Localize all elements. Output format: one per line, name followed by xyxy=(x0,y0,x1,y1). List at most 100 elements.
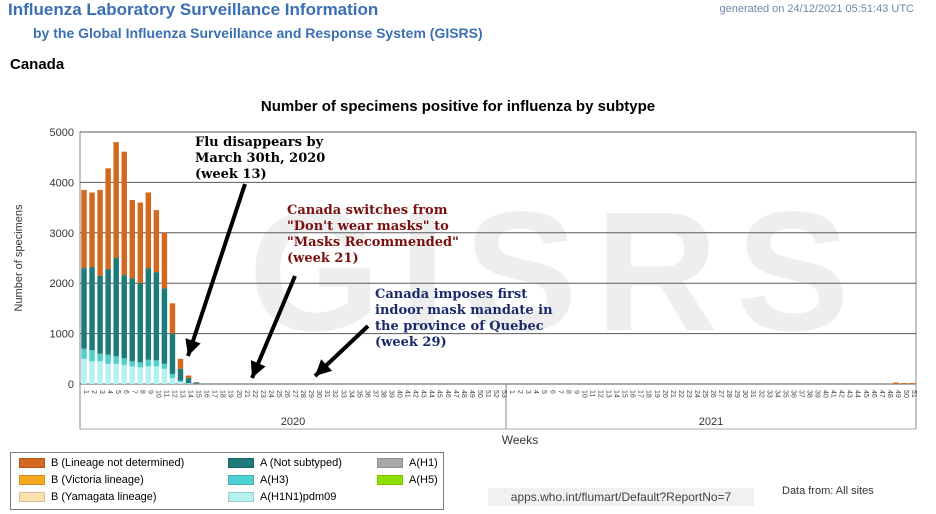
x-tick-label: 44 xyxy=(428,390,435,398)
x-tick-label: 47 xyxy=(878,390,885,398)
bar-segment xyxy=(909,382,915,384)
x-tick-label: 28 xyxy=(725,390,732,398)
annotation-text: "Don't wear masks" to xyxy=(287,219,449,234)
x-tick-label: 43 xyxy=(846,390,853,398)
x-tick-label: 7 xyxy=(556,390,563,394)
y-axis-label: Number of specimens xyxy=(13,204,25,311)
bar-segment xyxy=(137,362,144,368)
bar-segment xyxy=(121,364,127,384)
x-tick-label: 47 xyxy=(452,390,459,398)
legend-item: B (Victoria lineage) xyxy=(19,474,144,486)
annotation-text: March 30th, 2020 xyxy=(195,151,325,166)
chart-legend: B (Lineage not determined) A (Not subtype… xyxy=(10,452,444,510)
bar-segment xyxy=(153,366,160,384)
source-url[interactable]: apps.who.int/flumart/Default?ReportNo=7 xyxy=(488,488,754,506)
x-tick-label: 50 xyxy=(902,390,909,398)
x-tick-label: 10 xyxy=(580,390,587,398)
bar-segment xyxy=(185,378,192,384)
legend-swatch xyxy=(228,492,254,502)
x-tick-label: 16 xyxy=(629,390,636,398)
x-tick-label: 27 xyxy=(717,390,724,398)
generated-timestamp: generated on 24/12/2021 05:51:43 UTC xyxy=(719,3,914,15)
legend-label: A(H1) xyxy=(409,457,438,469)
x-tick-label: 30 xyxy=(315,390,322,398)
x-tick-label: 46 xyxy=(870,390,877,398)
x-tick-label: 14 xyxy=(187,390,194,398)
bar-segment xyxy=(121,275,127,359)
bar-segment xyxy=(161,288,168,364)
bar-segment xyxy=(177,368,184,381)
legend-swatch xyxy=(19,475,45,485)
bar-segment xyxy=(185,383,192,384)
country-name: Canada xyxy=(10,56,65,73)
report-subtitle: by the Global Influenza Surveillance and… xyxy=(33,25,483,41)
bar-segment xyxy=(145,192,152,269)
bar-segment xyxy=(161,363,168,369)
bar-segment xyxy=(129,200,135,279)
x-tick-label: 51 xyxy=(910,390,917,398)
bar-segment xyxy=(81,268,87,349)
annotation-text: Flu disappears by xyxy=(195,135,324,150)
x-tick-label: 46 xyxy=(444,390,451,398)
bar-segment xyxy=(105,354,111,364)
bar-segment xyxy=(169,377,176,384)
x-tick-label: 40 xyxy=(822,390,829,398)
x-tick-label: 12 xyxy=(170,390,177,398)
x-tick-label: 35 xyxy=(355,390,362,398)
bar-segment xyxy=(161,232,168,289)
legend-item: A(H3) xyxy=(228,474,289,486)
bar-segment xyxy=(177,381,184,384)
x-tick-label: 49 xyxy=(468,390,475,398)
x-tick-label: 38 xyxy=(379,390,386,398)
x-tick-label: 8 xyxy=(564,390,571,394)
x-tick-label: 18 xyxy=(645,390,652,398)
x-tick-label: 10 xyxy=(154,390,161,398)
bar-segment xyxy=(145,268,152,360)
bar-segment xyxy=(129,361,135,367)
legend-swatch xyxy=(19,458,45,468)
x-tick-label: 27 xyxy=(291,390,298,398)
y-tick-label: 5000 xyxy=(50,127,74,139)
bar-segment xyxy=(97,189,103,276)
legend-item: B (Lineage not determined) xyxy=(19,457,184,469)
x-tick-label: 17 xyxy=(211,390,218,398)
legend-item: A(H5) xyxy=(377,474,438,486)
x-tick-label: 31 xyxy=(323,390,330,398)
x-tick-label: 34 xyxy=(347,390,354,398)
x-tick-label: 31 xyxy=(749,390,756,398)
x-tick-label: 25 xyxy=(701,390,708,398)
x-tick-label: 29 xyxy=(733,390,740,398)
legend-label: B (Lineage not determined) xyxy=(51,457,185,469)
x-tick-label: 19 xyxy=(227,390,234,398)
report-title: Influenza Laboratory Surveillance Inform… xyxy=(8,0,379,19)
bar-segment xyxy=(113,356,119,364)
x-tick-label: 26 xyxy=(709,390,716,398)
x-tick-label: 33 xyxy=(765,390,772,398)
x-tick-label: 5 xyxy=(114,390,121,394)
bar-segment xyxy=(89,192,95,268)
legend-item: A(H1) xyxy=(377,457,438,469)
x-tick-label: 26 xyxy=(283,390,290,398)
legend-label: B (Yamagata lineage) xyxy=(51,491,157,503)
bar-segment xyxy=(169,373,176,378)
bar-segment xyxy=(81,189,87,269)
x-tick-label: 11 xyxy=(588,390,595,397)
x-tick-label: 29 xyxy=(307,390,314,398)
chart-title: Number of specimens positive for influen… xyxy=(261,98,655,115)
bar-segment xyxy=(129,278,135,362)
x-tick-label: 6 xyxy=(548,390,555,394)
x-tick-label: 39 xyxy=(814,390,821,398)
legend-item: A (Not subtyped) xyxy=(228,457,342,469)
x-tick-label: 21 xyxy=(669,390,676,398)
x-tick-label: 5 xyxy=(540,390,547,394)
x-tick-label: 12 xyxy=(596,390,603,398)
x-tick-label: 42 xyxy=(838,390,845,398)
x-tick-label: 23 xyxy=(685,390,692,398)
x-tick-label: 1 xyxy=(508,390,515,394)
x-tick-label: 36 xyxy=(789,390,796,398)
x-tick-label: 20 xyxy=(661,390,668,398)
x-tick-label: 50 xyxy=(476,390,483,398)
x-tick-label: 8 xyxy=(138,390,145,394)
bar-segment xyxy=(893,382,899,384)
bar-segment xyxy=(129,366,135,384)
